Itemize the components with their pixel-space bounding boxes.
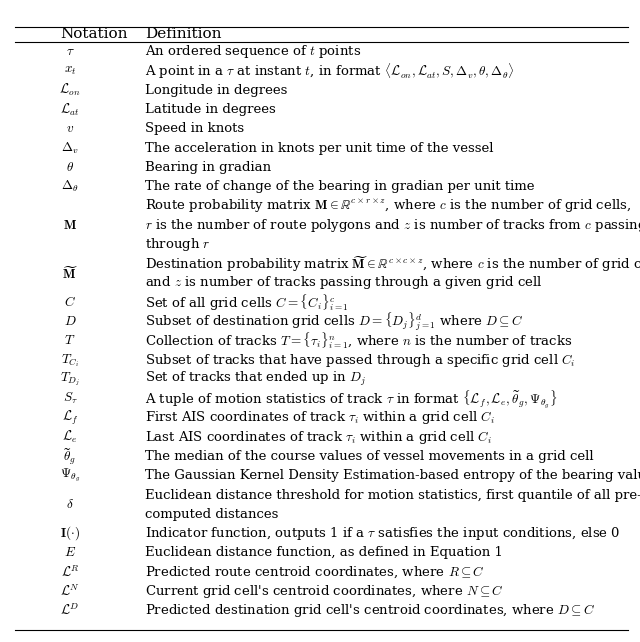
Text: $C$: $C$ xyxy=(64,295,76,309)
Text: $\mathcal{L}^D$: $\mathcal{L}^D$ xyxy=(60,603,79,618)
Text: Bearing in gradian: Bearing in gradian xyxy=(145,160,271,174)
Text: $\mathcal{L}_f$: $\mathcal{L}_f$ xyxy=(61,409,78,427)
Text: $\mathcal{L}^N$: $\mathcal{L}^N$ xyxy=(60,584,80,599)
Text: $T_{C_i}$: $T_{C_i}$ xyxy=(61,352,79,369)
Text: $\Delta_v$: $\Delta_v$ xyxy=(61,141,79,155)
Text: Collection of tracks $T = \{\tau_i\}_{i=1}^{n}$, where $n$ is the number of trac: Collection of tracks $T = \{\tau_i\}_{i=… xyxy=(145,331,572,351)
Text: $v$: $v$ xyxy=(66,122,74,135)
Text: $E$: $E$ xyxy=(64,546,76,559)
Text: Set of tracks that ended up in $D_j$: Set of tracks that ended up in $D_j$ xyxy=(145,370,366,388)
Text: Indicator function, outputs 1 if a $\tau$ satisfies the input conditions, else 0: Indicator function, outputs 1 if a $\tau… xyxy=(145,525,621,542)
Text: $\mathbf{M}$: $\mathbf{M}$ xyxy=(63,219,77,232)
Text: $\mathcal{L}^R$: $\mathcal{L}^R$ xyxy=(61,564,79,580)
Text: Speed in knots: Speed in knots xyxy=(145,122,244,135)
Text: $\widetilde{\mathbf{M}}$: $\widetilde{\mathbf{M}}$ xyxy=(62,265,78,282)
Text: Notation: Notation xyxy=(60,28,127,42)
Text: through $r$: through $r$ xyxy=(145,236,211,253)
Text: An ordered sequence of $t$ points: An ordered sequence of $t$ points xyxy=(145,43,361,60)
Text: Destination probability matrix $\widetilde{\mathbf{M}} \in \mathbb{R}^{c\times c: Destination probability matrix $\widetil… xyxy=(145,254,640,273)
Text: computed distances: computed distances xyxy=(145,508,278,521)
Text: and $z$ is number of tracks passing through a given grid cell: and $z$ is number of tracks passing thro… xyxy=(145,275,543,291)
Text: Subset of tracks that have passed through a specific grid cell $C_i$: Subset of tracks that have passed throug… xyxy=(145,352,575,369)
Text: The acceleration in knots per unit time of the vessel: The acceleration in knots per unit time … xyxy=(145,141,493,155)
Text: $\mathcal{L}_e$: $\mathcal{L}_e$ xyxy=(62,429,78,446)
Text: Current grid cell's centroid coordinates, where $N \subseteq C$: Current grid cell's centroid coordinates… xyxy=(145,583,504,600)
Text: A tuple of motion statistics of track $\tau$ in format $\{\mathcal{L}_f, \mathca: A tuple of motion statistics of track $\… xyxy=(145,388,557,410)
Text: $\mathcal{L}_{at}$: $\mathcal{L}_{at}$ xyxy=(60,101,80,117)
Text: Subset of destination grid cells $D = \{D_j\}_{j=1}^{d}$ where $D \subseteq C$: Subset of destination grid cells $D = \{… xyxy=(145,310,524,333)
Text: $\mathcal{L}_{on}$: $\mathcal{L}_{on}$ xyxy=(60,82,81,98)
Text: The median of the course values of vessel movements in a grid cell: The median of the course values of vesse… xyxy=(145,450,594,463)
Text: $\Psi_{\theta_g}$: $\Psi_{\theta_g}$ xyxy=(60,467,80,485)
Text: Predicted route centroid coordinates, where $R \subseteq C$: Predicted route centroid coordinates, wh… xyxy=(145,564,485,580)
Text: Predicted destination grid cell's centroid coordinates, where $D \subseteq C$: Predicted destination grid cell's centro… xyxy=(145,602,595,620)
Text: $\Delta_\theta$: $\Delta_\theta$ xyxy=(61,179,79,195)
Text: $r$ is the number of route polygons and $z$ is number of tracks from $c$ passing: $r$ is the number of route polygons and … xyxy=(145,216,640,234)
Text: $\delta$: $\delta$ xyxy=(66,498,74,511)
Text: Euclidean distance threshold for motion statistics, first quantile of all pre-: Euclidean distance threshold for motion … xyxy=(145,489,640,501)
Text: $S_\tau$: $S_\tau$ xyxy=(63,391,77,406)
Text: A point in a $\tau$ at instant $t$, in format $\langle\mathcal{L}_{on}, \mathcal: A point in a $\tau$ at instant $t$, in f… xyxy=(145,61,515,81)
Text: Last AIS coordinates of track $\tau_i$ within a grid cell $C_i$: Last AIS coordinates of track $\tau_i$ w… xyxy=(145,429,492,446)
Text: $\mathbf{I}(\cdot)$: $\mathbf{I}(\cdot)$ xyxy=(60,525,80,542)
Text: Set of all grid cells $C = \{C_i\}_{i=1}^{c}$: Set of all grid cells $C = \{C_i\}_{i=1}… xyxy=(145,292,349,313)
Text: $\widetilde{\theta}_g$: $\widetilde{\theta}_g$ xyxy=(63,446,77,467)
Text: $T$: $T$ xyxy=(64,334,76,347)
Text: Latitude in degrees: Latitude in degrees xyxy=(145,103,276,116)
Text: $\theta$: $\theta$ xyxy=(66,160,74,174)
Text: $x_t$: $x_t$ xyxy=(64,64,76,78)
Text: $\tau$: $\tau$ xyxy=(66,45,74,58)
Text: The rate of change of the bearing in gradian per unit time: The rate of change of the bearing in gra… xyxy=(145,180,534,193)
Text: $D$: $D$ xyxy=(64,315,76,328)
Text: Route probability matrix $\mathbf{M} \in \mathbb{R}^{c\times r\times z}$, where : Route probability matrix $\mathbf{M} \in… xyxy=(145,197,631,214)
Text: The Gaussian Kernel Density Estimation-based entropy of the bearing values: The Gaussian Kernel Density Estimation-b… xyxy=(145,469,640,482)
Text: $T_{D_j}$: $T_{D_j}$ xyxy=(60,370,80,388)
Text: Longitude in degrees: Longitude in degrees xyxy=(145,83,287,97)
Text: Definition: Definition xyxy=(145,28,221,42)
Text: Euclidean distance function, as defined in Equation 1: Euclidean distance function, as defined … xyxy=(145,546,503,559)
Text: First AIS coordinates of track $\tau_i$ within a grid cell $C_i$: First AIS coordinates of track $\tau_i$ … xyxy=(145,410,495,426)
